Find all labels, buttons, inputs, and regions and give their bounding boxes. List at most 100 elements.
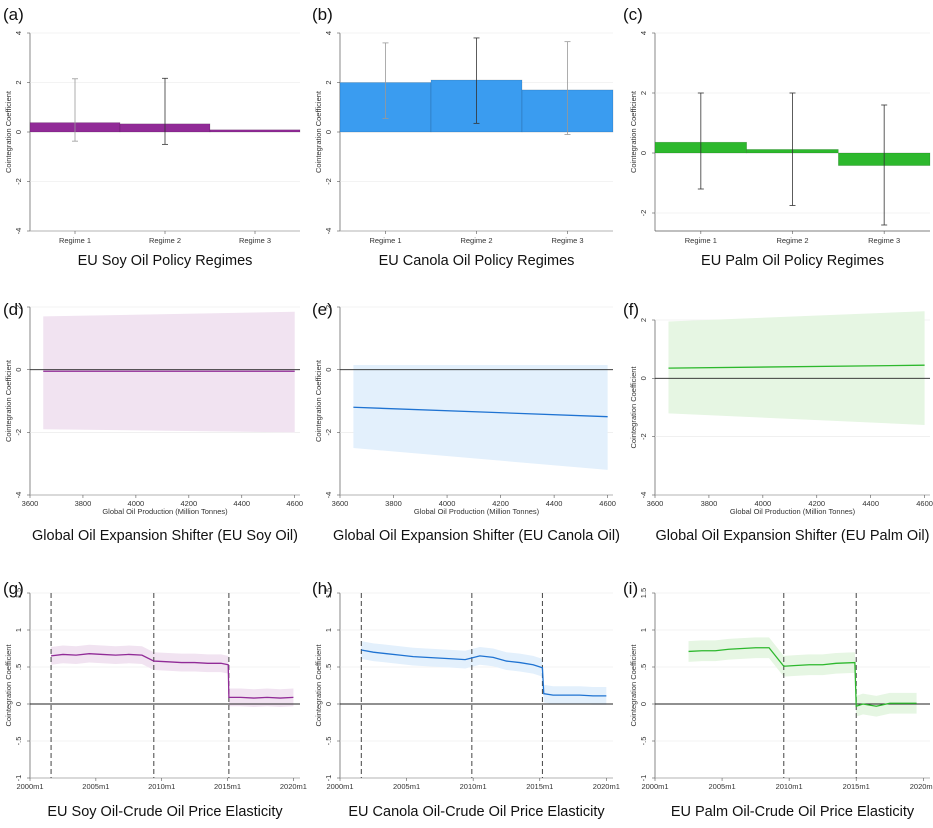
x-tick-label: 2020m1 bbox=[593, 782, 620, 791]
y-tick-label: 4 bbox=[324, 31, 333, 35]
chart-panel-c: (c) EU Palm Oil Policy Regimes -2 0 2 4 Cointe… bbox=[623, 5, 931, 269]
y-tick-label: 4 bbox=[639, 31, 648, 35]
x-tick-label: 2005m1 bbox=[393, 782, 420, 791]
chart-caption: Global Oil Expansion Shifter (EU Canola … bbox=[333, 528, 620, 544]
x-tick-label: 2005m1 bbox=[82, 782, 109, 791]
y-tick-label: 2 bbox=[14, 305, 23, 309]
y-tick-label: -2 bbox=[639, 210, 648, 217]
panel-letter: (e) bbox=[312, 300, 333, 319]
x-tick-label: Regime 1 bbox=[685, 236, 717, 245]
x-tick-label: 4000 bbox=[754, 499, 771, 508]
x-tick-label: 3800 bbox=[701, 499, 718, 508]
y-tick-label: .5 bbox=[639, 664, 648, 670]
x-tick-label: 2000m1 bbox=[326, 782, 353, 791]
chart-panel-a: (a) EU Soy Oil Policy Regimes -4 -2 0 2 4 Coint… bbox=[3, 5, 301, 269]
x-tick-label: 3800 bbox=[75, 499, 92, 508]
panel-letter: (a) bbox=[3, 5, 24, 24]
y-tick-label: 1 bbox=[324, 628, 333, 632]
x-tick-label: 2005m1 bbox=[709, 782, 736, 791]
series-line bbox=[353, 406, 608, 418]
confidence-band bbox=[668, 311, 925, 425]
series-line bbox=[688, 647, 917, 708]
x-tick-label: 2015m1 bbox=[526, 782, 553, 791]
x-tick-label: 4000 bbox=[128, 499, 145, 508]
y-tick-label: -2 bbox=[14, 429, 23, 436]
x-tick-label: 3600 bbox=[647, 499, 664, 508]
x-tick-label: Regime 2 bbox=[149, 236, 181, 245]
y-tick-label: 0 bbox=[324, 368, 333, 372]
x-tick-label: Regime 1 bbox=[59, 236, 91, 245]
chart-panel-f: (f) Global Oil Expansion Shifter (EU Palm… bbox=[623, 300, 933, 544]
y-axis-label: Cointegration Coefficient bbox=[314, 90, 323, 173]
y-tick-label: -1 bbox=[14, 775, 23, 782]
panel-letter: (h) bbox=[312, 579, 333, 598]
x-tick-label: Regime 3 bbox=[551, 236, 583, 245]
y-tick-label: -.5 bbox=[324, 737, 333, 746]
x-tick-label: 2020m1 bbox=[910, 782, 933, 791]
chart-caption: Global Oil Expansion Shifter (EU Soy Oil… bbox=[32, 528, 298, 544]
x-tick-label: Regime 3 bbox=[239, 236, 271, 245]
panel-letter: (c) bbox=[623, 5, 643, 24]
y-tick-label: 2 bbox=[324, 80, 333, 84]
y-tick-label: -4 bbox=[324, 228, 333, 235]
y-tick-label: 0 bbox=[639, 376, 648, 380]
x-tick-label: 4200 bbox=[180, 499, 197, 508]
series-line bbox=[361, 649, 607, 697]
x-tick-label: 2000m1 bbox=[641, 782, 668, 791]
x-tick-label: 4600 bbox=[599, 499, 616, 508]
x-tick-label: 4400 bbox=[233, 499, 250, 508]
x-tick-label: 3600 bbox=[22, 499, 39, 508]
x-tick-label: 2000m1 bbox=[16, 782, 43, 791]
y-tick-label: 1.5 bbox=[14, 588, 23, 598]
y-tick-label: 0 bbox=[14, 368, 23, 372]
x-axis-label: Global Oil Production (Million Tonnes) bbox=[414, 507, 540, 516]
x-tick-label: 4400 bbox=[546, 499, 563, 508]
chart-caption: EU Soy Oil-Crude Oil Price Elasticity bbox=[47, 804, 283, 820]
y-axis-label: Cointegration Coefficient bbox=[629, 366, 638, 449]
x-tick-label: 4200 bbox=[808, 499, 825, 508]
y-tick-label: -2 bbox=[639, 433, 648, 440]
x-axis-label: Global Oil Production (Million Tonnes) bbox=[102, 507, 228, 516]
x-tick-label: 4600 bbox=[286, 499, 303, 508]
panel-letter: (g) bbox=[3, 579, 24, 598]
x-tick-label: Regime 2 bbox=[460, 236, 492, 245]
x-tick-label: Regime 3 bbox=[868, 236, 900, 245]
y-tick-label: 0 bbox=[639, 151, 648, 155]
y-tick-label: 0 bbox=[639, 702, 648, 706]
confidence-band bbox=[688, 637, 917, 717]
series-line bbox=[668, 364, 925, 369]
y-tick-label: 2 bbox=[639, 91, 648, 95]
panel-letter: (i) bbox=[623, 579, 638, 598]
y-tick-label: 0 bbox=[324, 130, 333, 134]
bar bbox=[209, 129, 301, 133]
confidence-band bbox=[51, 644, 294, 707]
panel-letter: (b) bbox=[312, 5, 333, 24]
y-tick-label: -2 bbox=[324, 178, 333, 185]
y-tick-label: 0 bbox=[14, 130, 23, 134]
chart-caption: EU Palm Oil-Crude Oil Price Elasticity bbox=[671, 804, 915, 820]
chart-caption: EU Canola Oil Policy Regimes bbox=[379, 253, 575, 269]
chart-caption: EU Canola Oil-Crude Oil Price Elasticity bbox=[348, 804, 605, 820]
chart-panel-i: (i) EU Palm Oil-Crude Oil Price Elasticit… bbox=[623, 579, 933, 820]
y-axis-label: Cointegration Coefficient bbox=[629, 644, 638, 727]
y-tick-label: -2 bbox=[14, 178, 23, 185]
confidence-band bbox=[43, 311, 295, 433]
y-tick-label: -4 bbox=[14, 492, 23, 499]
panel-letter: (d) bbox=[3, 300, 24, 319]
chart-caption: EU Soy Oil Policy Regimes bbox=[78, 253, 253, 269]
x-tick-label: 2010m1 bbox=[776, 782, 803, 791]
y-tick-label: 1.5 bbox=[639, 588, 648, 598]
x-tick-label: 4400 bbox=[862, 499, 879, 508]
chart-panel-g: (g) EU Soy Oil-Crude Oil Price Elasticity… bbox=[3, 579, 307, 820]
chart-caption: Global Oil Expansion Shifter (EU Palm Oi… bbox=[656, 528, 930, 544]
chart-panel-h: (h) EU Canola Oil-Crude Oil Price Elastic… bbox=[312, 579, 620, 820]
y-tick-label: 1.5 bbox=[324, 588, 333, 598]
y-tick-label: -1 bbox=[639, 775, 648, 782]
x-tick-label: 2020m1 bbox=[280, 782, 307, 791]
y-tick-label: -2 bbox=[324, 429, 333, 436]
chart-caption: EU Palm Oil Policy Regimes bbox=[701, 253, 884, 269]
y-tick-label: -.5 bbox=[639, 737, 648, 746]
y-tick-label: 2 bbox=[639, 318, 648, 322]
y-tick-label: 0 bbox=[14, 702, 23, 706]
